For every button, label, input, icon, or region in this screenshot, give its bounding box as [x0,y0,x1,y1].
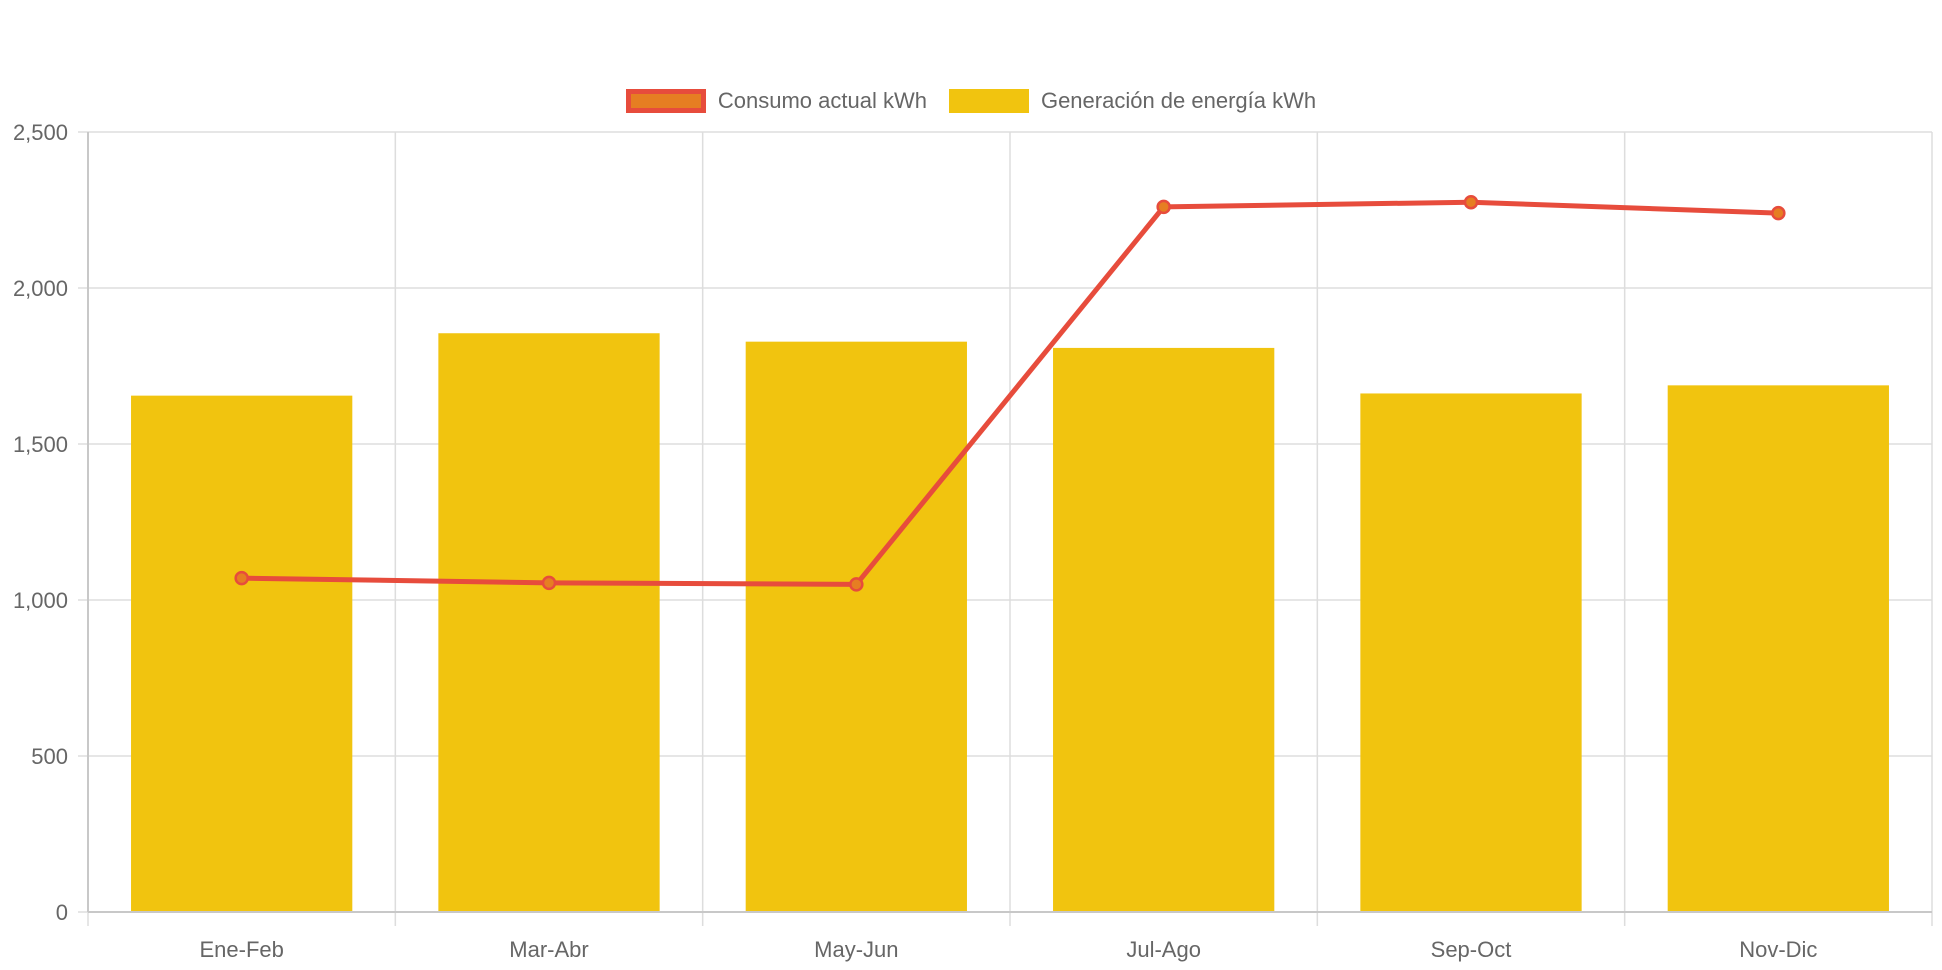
line-consumo [241,199,1779,587]
x-tick-label: Sep-Oct [1431,937,1512,962]
x-tick-label: May-Jun [814,937,898,962]
point-consumo [849,577,864,592]
line-layer [234,194,1786,592]
point-consumo [1463,194,1479,210]
y-tick-label: 2,500 [13,120,68,145]
legend-item-consumo[interactable]: Consumo actual kWh [625,88,927,114]
bar-generacion [745,341,967,912]
y-tick-label: 2,000 [13,276,68,301]
legend-item-generacion[interactable]: Generación de energía kWh [948,88,1317,114]
x-tick-label: Nov-Dic [1739,937,1817,962]
point-consumo [234,570,249,586]
legend: Consumo actual kWh Generación de energía… [0,86,1942,116]
bar-generacion [438,333,660,912]
x-tick-label: Jul-Ago [1126,937,1201,962]
x-tick-label: Mar-Abr [509,937,588,962]
legend-swatch-consumo [625,89,706,113]
legend-label-generacion: Generación de energía kWh [1040,88,1317,113]
grid-layer [78,131,1933,926]
x-tick-label: Ene-Feb [199,937,283,962]
y-tick-label: 1,500 [13,432,68,457]
point-consumo [1771,205,1786,221]
point-consumo [541,575,557,591]
point-consumo [1156,199,1171,215]
bar-layer [131,333,1889,912]
y-tick-label: 500 [31,744,68,769]
bar-generacion [1360,393,1582,912]
bar-generacion [1053,347,1275,912]
bar-generacion [1667,385,1889,912]
y-tick-label: 1,000 [13,588,68,613]
legend-label-consumo: Consumo actual kWh [717,88,927,113]
legend-swatch-generacion [948,89,1029,113]
axis-layer: 0 500 1,000 1,500 2,000 2,500 Ene-Feb Mar-Abr Ma… [13,120,1932,962]
y-tick-label: 0 [56,900,68,925]
bar-generacion [131,395,353,912]
